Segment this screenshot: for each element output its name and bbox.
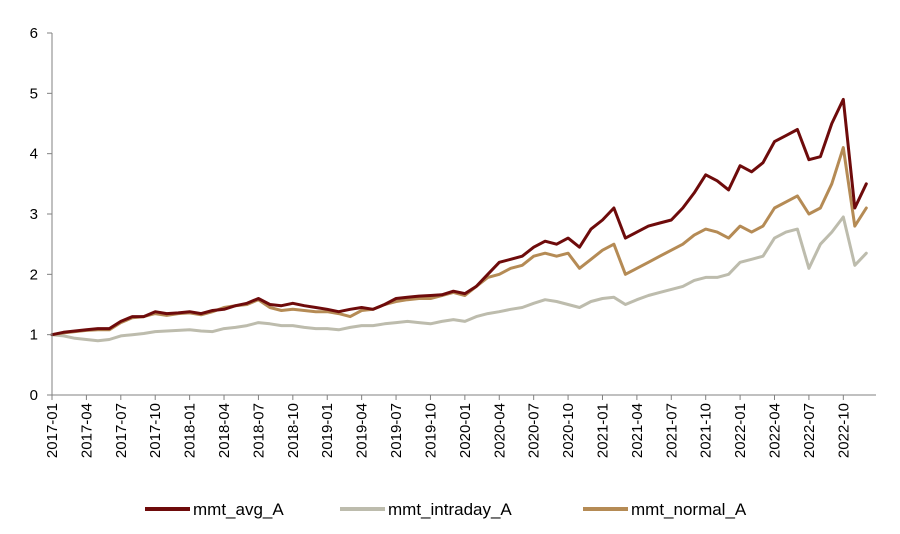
series-line-mmt-normal-a [50,146,868,337]
y-tick-label: 4 [30,146,38,163]
legend-label: mmt_avg_A [193,500,284,519]
x-tick-label: 2018-01 [182,403,199,458]
legend-label: mmt_normal_A [631,500,747,519]
series-line-mmt-avg-a [50,97,868,337]
y-tick-label: 5 [30,85,38,102]
x-tick-label: 2017-01 [44,403,61,458]
x-tick-label: 2022-04 [767,403,784,458]
x-tick-label: 2020-04 [491,403,508,458]
x-tick-label: 2019-04 [354,403,371,458]
x-tick-label: 2018-07 [250,403,267,458]
legend-label: mmt_intraday_A [388,500,512,519]
plot-lines [50,97,868,343]
x-tick-label: 2022-07 [801,403,818,458]
series-line-mmt-intraday-a [50,215,868,343]
y-tick-label: 1 [30,327,38,344]
x-tick-label: 2020-07 [526,403,543,458]
x-tick-label: 2022-01 [732,403,749,458]
y-tick-label: 2 [30,266,38,283]
x-tick-label: 2020-10 [560,403,577,458]
x-tick-label: 2022-10 [835,403,852,458]
y-tick-label: 3 [30,206,38,223]
y-tick-labels: 0 1 2 3 4 5 6 [30,25,52,404]
x-tick-label: 2021-04 [629,403,646,458]
x-tick-label: 2021-01 [594,403,611,458]
x-tick-labels: 2017-01 2017-04 2017-07 2017-10 2018-01 2018-… [44,395,852,458]
x-tick-label: 2017-07 [113,403,130,458]
x-tick-label: 2018-10 [285,403,302,458]
legend: mmt_avg_A mmt_intraday_A mmt_normal_A [145,500,747,519]
x-tick-label: 2019-10 [422,403,439,458]
x-tick-label: 2021-07 [663,403,680,458]
x-tick-label: 2019-01 [319,403,336,458]
x-tick-label: 2017-10 [147,403,164,458]
x-tick-label: 2019-07 [388,403,405,458]
y-tick-label: 6 [30,25,38,42]
y-tick-label: 0 [30,387,38,404]
x-tick-label: 2020-01 [457,403,474,458]
x-tick-label: 2021-10 [698,403,715,458]
x-tick-label: 2017-04 [78,403,95,458]
x-tick-label: 2018-04 [216,403,233,458]
